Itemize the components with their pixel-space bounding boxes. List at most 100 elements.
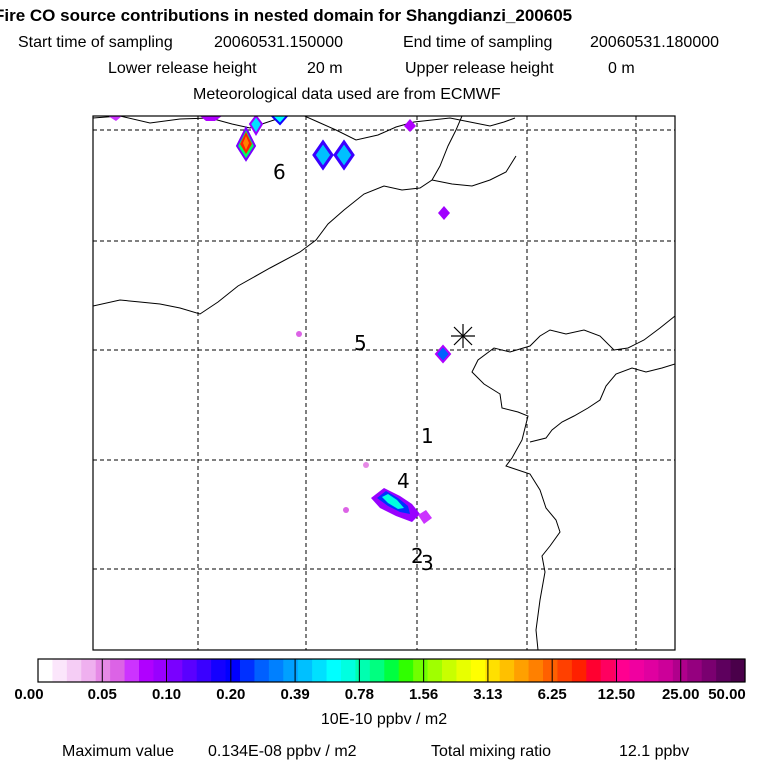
hotspot-blob [312, 139, 334, 171]
region-label: 5 [354, 331, 367, 355]
start-time-value: 20060531.150000 [214, 34, 344, 51]
region-label: 6 [273, 160, 286, 184]
met-data-note: Meteorological data used are from ECMWF [193, 86, 501, 103]
colorbar-swatch [326, 659, 342, 682]
colorbar-swatch [124, 659, 140, 682]
colorbar-swatch [456, 659, 472, 682]
colorbar-swatch [312, 659, 328, 682]
end-time-value: 20060531.180000 [590, 34, 720, 51]
colorbar-swatch [240, 659, 256, 682]
hotspot-blob [418, 510, 432, 524]
coastline [93, 116, 516, 141]
colorbar-swatch [139, 659, 155, 682]
hotspot-blob [434, 344, 452, 364]
hotspot-blob [382, 494, 404, 509]
colorbar-swatch [499, 659, 515, 682]
region-label: 4 [397, 469, 410, 493]
region-label: 1 [421, 424, 434, 448]
colorbar-swatch [701, 659, 717, 682]
colorbar-swatch [528, 659, 544, 682]
colorbar-swatch [341, 659, 357, 682]
coastline [529, 363, 675, 443]
region-label: 3 [421, 551, 434, 575]
maximum-value: 0.134E-08 ppbv / m2 [208, 743, 357, 760]
coastline [93, 116, 463, 315]
lower-height-value: 20 m [307, 60, 343, 77]
hotspot-blob [343, 507, 349, 513]
upper-height-label: Upper release height [405, 60, 554, 77]
colorbar-swatch [687, 659, 703, 682]
colorbar-swatch [38, 659, 54, 682]
hotspot-blob [438, 206, 450, 220]
colorbar-tick-label: 25.00 [662, 686, 700, 703]
colorbar-swatch [355, 659, 371, 682]
colorbar-swatch [543, 659, 559, 682]
colorbar-swatch [557, 659, 573, 682]
hotspot-blob [200, 116, 222, 121]
colorbar-swatch [196, 659, 212, 682]
colorbar-swatch [716, 659, 732, 682]
colorbar-swatch [586, 659, 602, 682]
colorbar-tick-label: 0.20 [216, 686, 245, 703]
colorbar-unit: 10E-10 ppbv / m2 [321, 711, 447, 728]
colorbar-swatch [52, 659, 68, 682]
colorbar-swatch [369, 659, 385, 682]
colorbar-swatch [442, 659, 458, 682]
colorbar-swatch [514, 659, 530, 682]
colorbar-frame [37, 658, 746, 683]
colorbar-tick-label: 6.25 [538, 686, 567, 703]
coastline [471, 315, 675, 650]
maximum-label: Maximum value [62, 743, 174, 760]
upper-height-value: 0 m [608, 60, 635, 77]
hotspot-blob [243, 136, 249, 150]
total-label: Total mixing ratio [431, 743, 551, 760]
hotspot-blob [108, 116, 122, 121]
colorbar-swatch [211, 659, 227, 682]
colorbar-ticks [101, 659, 682, 682]
station-asterisk [451, 324, 475, 348]
colorbar-swatch [297, 659, 313, 682]
hotspot-blob [333, 139, 355, 171]
colorbar-swatch [225, 659, 241, 682]
colorbar-swatch [485, 659, 501, 682]
colorbar-tick-label: 0.39 [280, 686, 309, 703]
colorbar-swatch [571, 659, 587, 682]
colorbar-swatch [615, 659, 631, 682]
colorbar-swatch [66, 659, 82, 682]
chart-title: Fire CO source contributions in nested d… [0, 6, 573, 25]
colorbar-swatch [644, 659, 660, 682]
start-time-label: Start time of sampling [18, 34, 173, 51]
colorbar-tick-label: 12.50 [598, 686, 636, 703]
lower-height-label: Lower release height [108, 60, 257, 77]
hotspot-blob [296, 331, 302, 337]
colorbar-swatch [254, 659, 270, 682]
total-value: 12.1 ppbv [619, 743, 689, 760]
plot-frame [92, 115, 676, 651]
colorbar-swatch [398, 659, 414, 682]
colorbar-swatch [600, 659, 616, 682]
hotspot-blob [404, 119, 416, 132]
colorbar-swatch [413, 659, 429, 682]
colorbar-swatch [153, 659, 169, 682]
colorbar-tick-label: 50.00 [708, 686, 746, 703]
end-time-label: End time of sampling [403, 34, 553, 51]
colorbar-tick-label: 3.13 [473, 686, 502, 703]
colorbar-tick-label: 1.56 [409, 686, 438, 703]
colorbar-swatch [629, 659, 645, 682]
region-label: 2 [411, 544, 424, 568]
hotspot-blob [270, 116, 289, 126]
colorbar-swatch [283, 659, 299, 682]
gridlines [93, 116, 675, 650]
hotspot-blob [248, 116, 264, 136]
colorbar-swatch [110, 659, 126, 682]
colorbar-swatch [182, 659, 198, 682]
hotspot-blob [363, 462, 369, 468]
colorbar [38, 659, 746, 682]
colorbar-swatch [384, 659, 400, 682]
colorbar-swatch [730, 659, 746, 682]
colorbar-swatch [167, 659, 183, 682]
colorbar-tick-label: 0.05 [88, 686, 117, 703]
colorbar-tick-label: 0.00 [14, 686, 43, 703]
colorbar-swatch [427, 659, 443, 682]
